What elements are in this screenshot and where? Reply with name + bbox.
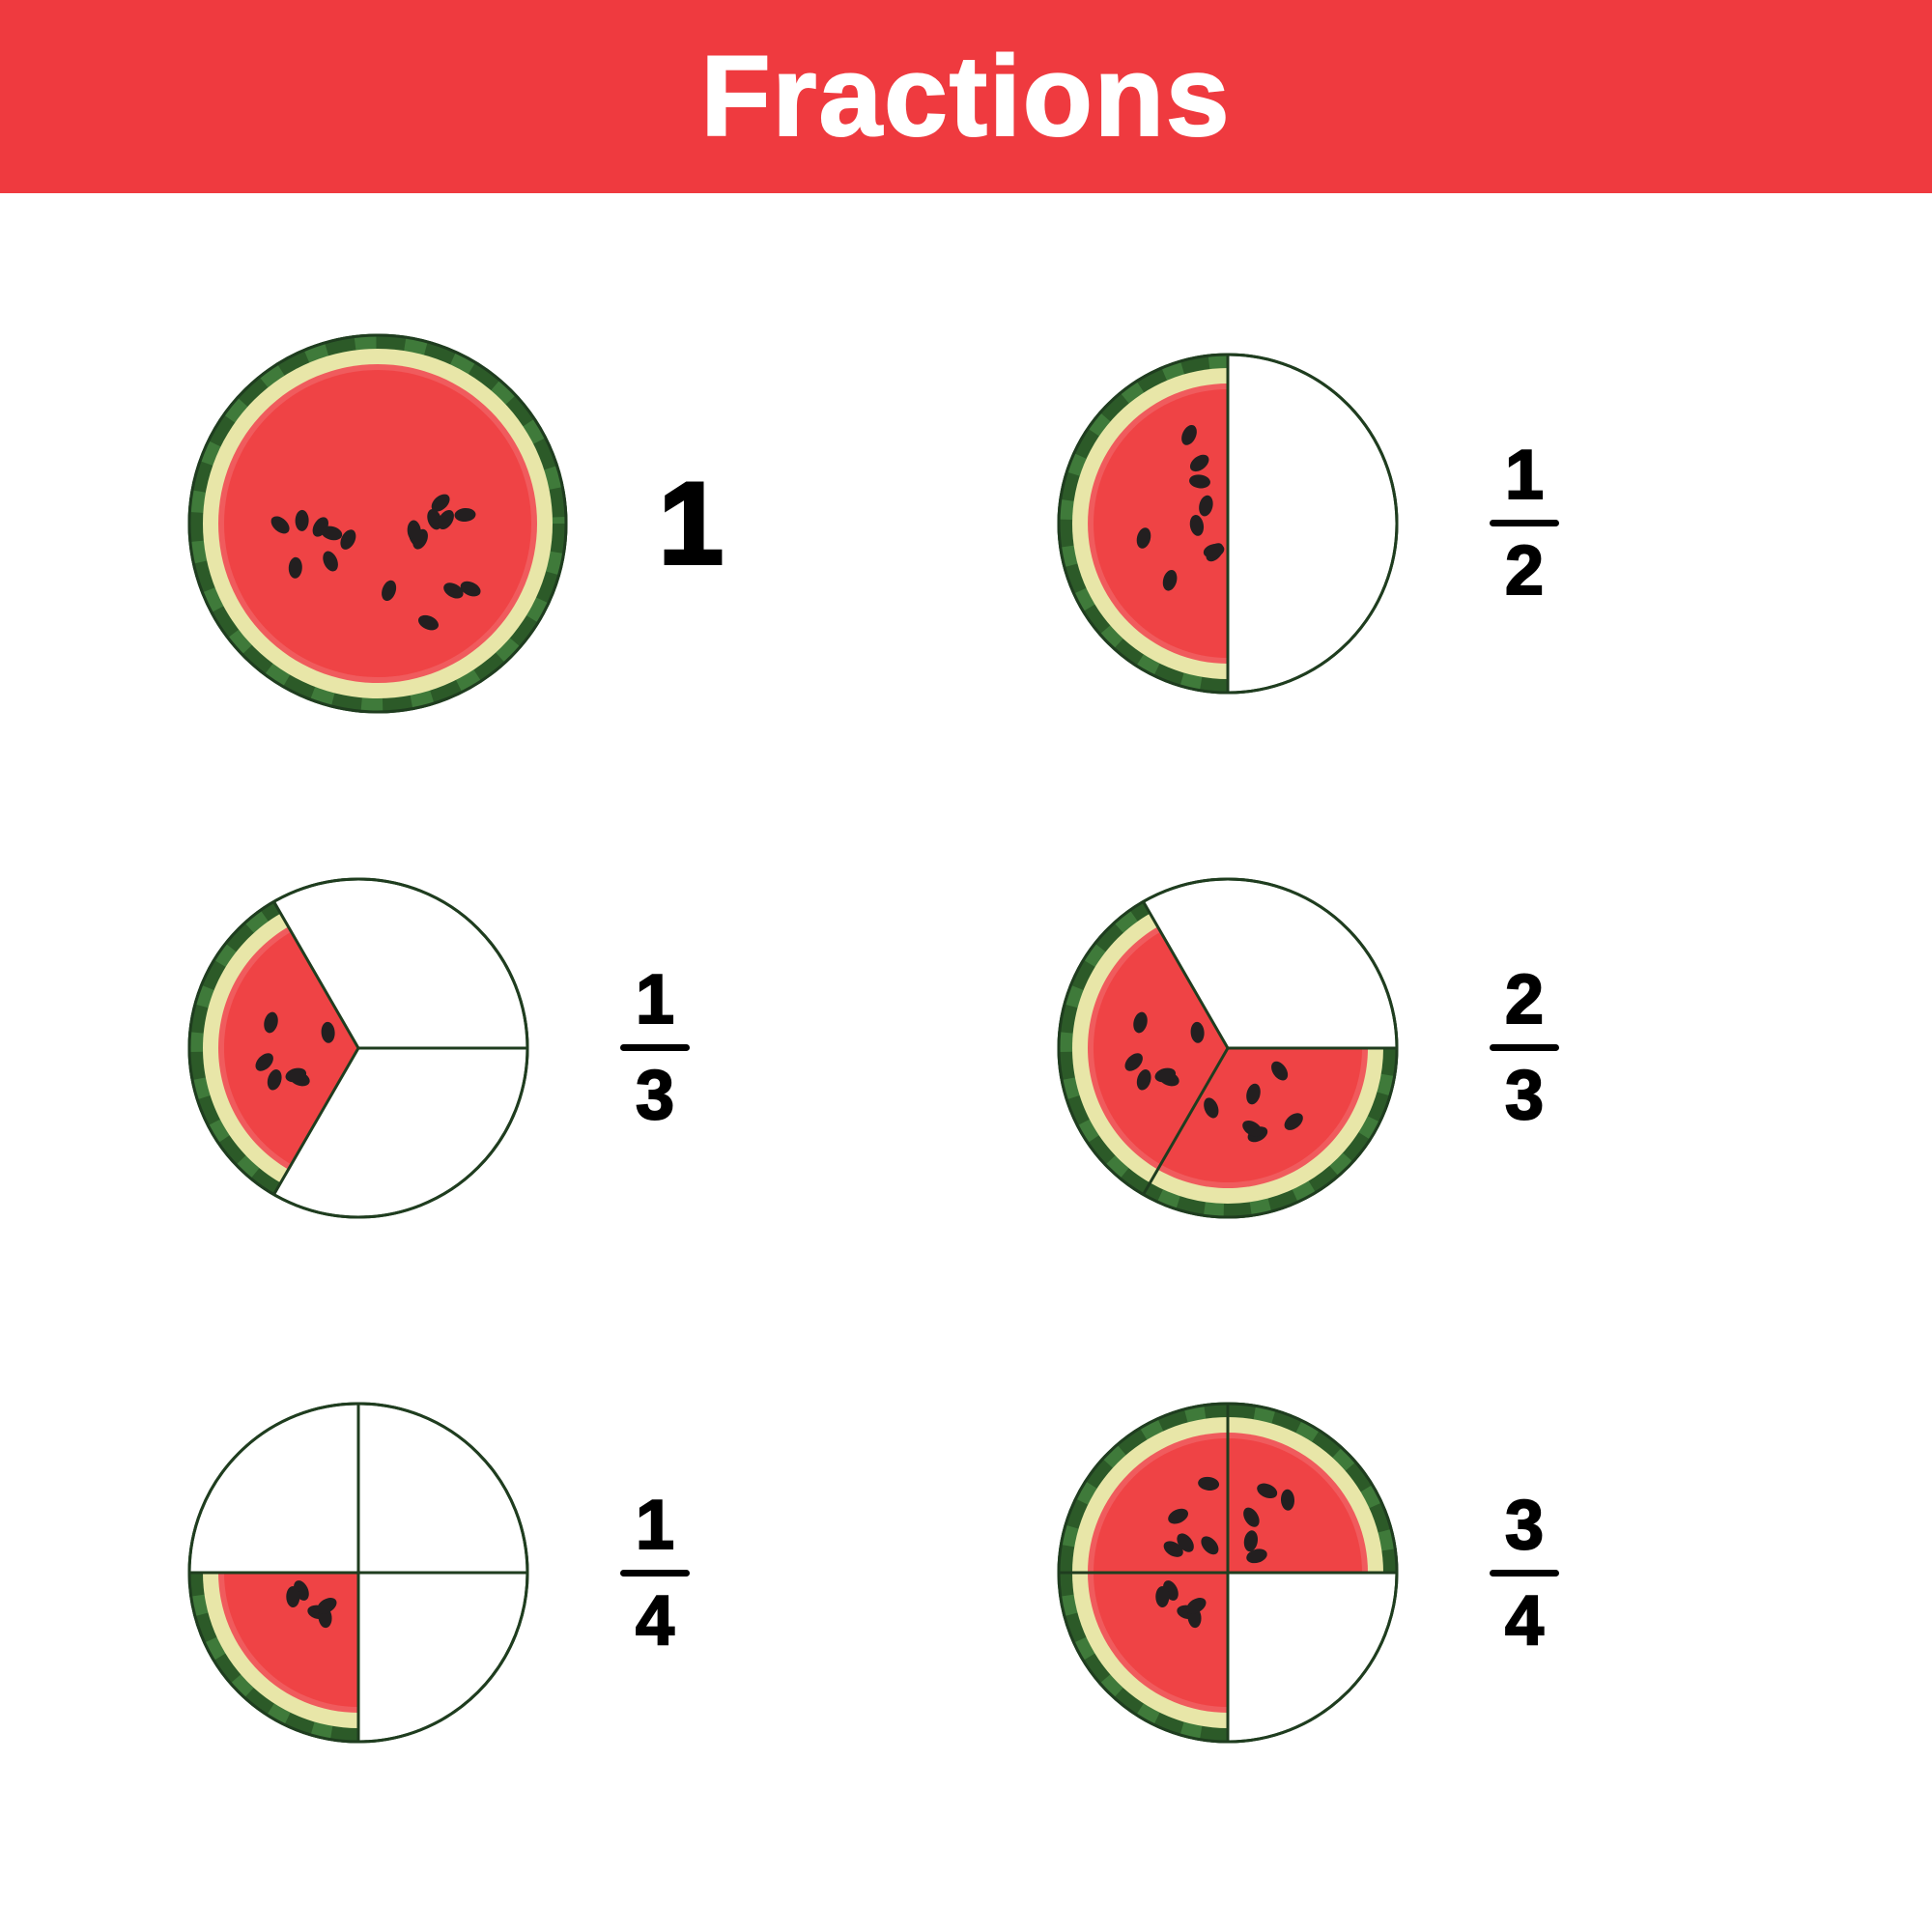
fraction-numerator: 3 [1505, 1491, 1544, 1560]
fraction-bar [620, 1570, 690, 1577]
fraction-bar [1490, 1570, 1559, 1577]
fraction-label: 12 [1490, 440, 1559, 606]
fraction-cell: 12 [985, 299, 1816, 747]
fraction-cell: 13 [116, 824, 947, 1271]
fraction-label: 34 [1490, 1491, 1559, 1656]
fraction-pie [1053, 349, 1403, 698]
fraction-cell: 14 [116, 1350, 947, 1797]
fraction-bar [1490, 520, 1559, 526]
fraction-label: 23 [1490, 965, 1559, 1130]
fraction-numerator: 1 [636, 1491, 674, 1560]
fraction-denominator: 4 [636, 1586, 674, 1656]
header-banner: Fractions [0, 0, 1932, 193]
fraction-pie [1053, 1398, 1403, 1747]
fraction-cell: 1 [116, 299, 947, 747]
fraction-pie [184, 329, 572, 718]
fraction-denominator: 3 [636, 1061, 674, 1130]
fraction-pie [1053, 873, 1403, 1223]
page-title: Fractions [700, 31, 1231, 162]
fraction-pie [184, 873, 533, 1223]
fraction-numerator: 1 [1505, 440, 1544, 510]
fraction-cell: 23 [985, 824, 1816, 1271]
fraction-denominator: 3 [1505, 1061, 1544, 1130]
fraction-label: 14 [620, 1491, 690, 1656]
fraction-bar [620, 1044, 690, 1051]
fraction-denominator: 4 [1505, 1586, 1544, 1656]
fraction-whole-label: 1 [659, 457, 724, 590]
fraction-grid: 11213231434 [0, 193, 1932, 1932]
fraction-bar [1490, 1044, 1559, 1051]
fraction-denominator: 2 [1505, 536, 1544, 606]
fraction-label: 13 [620, 965, 690, 1130]
fraction-numerator: 1 [636, 965, 674, 1035]
fraction-cell: 34 [985, 1350, 1816, 1797]
fraction-numerator: 2 [1505, 965, 1544, 1035]
fraction-pie [184, 1398, 533, 1747]
